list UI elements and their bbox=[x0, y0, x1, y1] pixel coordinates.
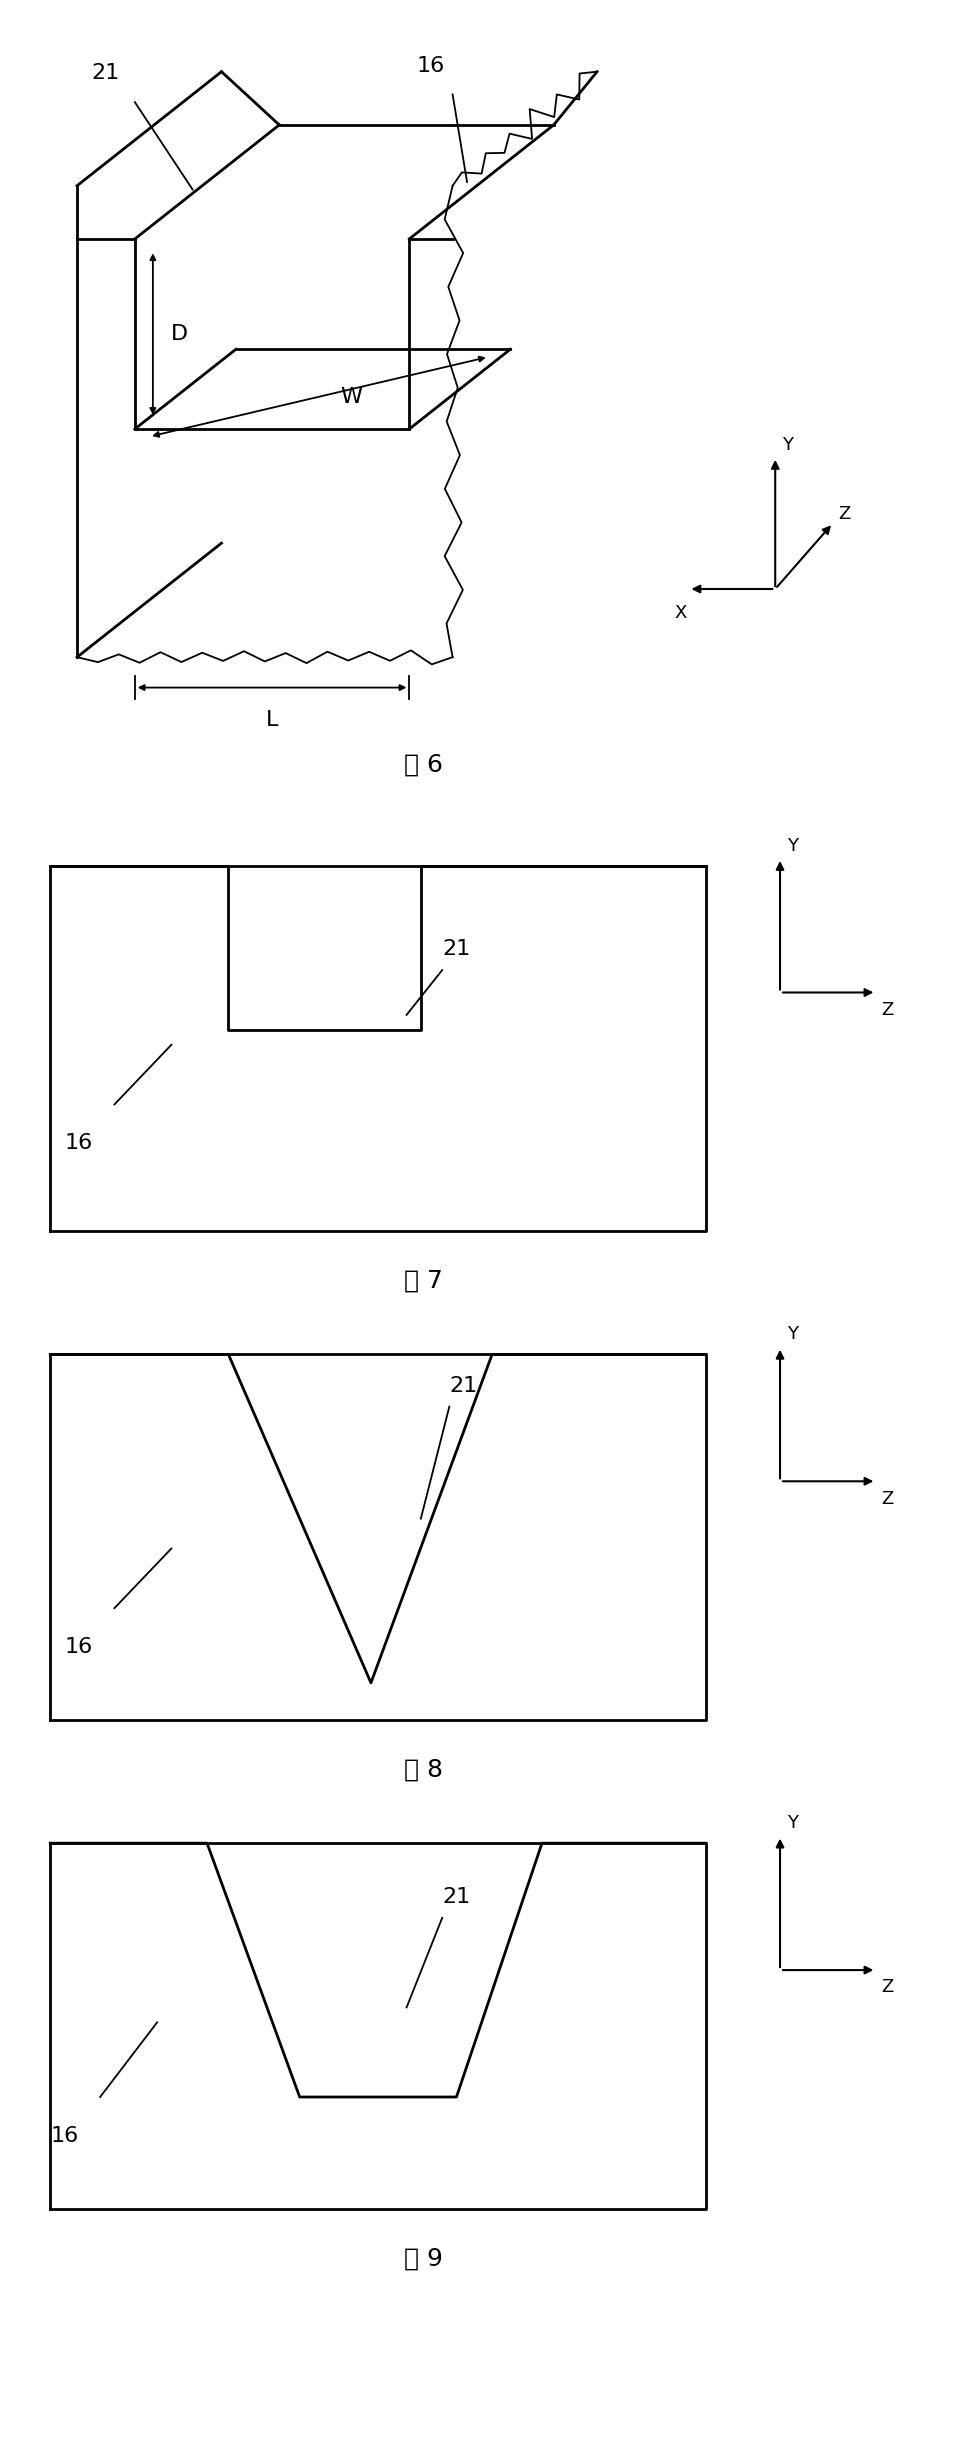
Text: 图 7: 图 7 bbox=[404, 1268, 443, 1293]
Text: Y: Y bbox=[788, 1813, 798, 1833]
Text: W: W bbox=[341, 386, 363, 406]
Text: X: X bbox=[674, 604, 687, 623]
Text: Z: Z bbox=[881, 1002, 894, 1019]
Text: L: L bbox=[266, 709, 278, 731]
Text: 21: 21 bbox=[450, 1376, 478, 1396]
Text: 图 6: 图 6 bbox=[404, 753, 443, 777]
Text: 21: 21 bbox=[91, 64, 119, 83]
Text: 16: 16 bbox=[417, 56, 445, 76]
Text: 21: 21 bbox=[442, 938, 471, 958]
Text: 16: 16 bbox=[50, 2126, 79, 2146]
Text: Y: Y bbox=[788, 1325, 798, 1344]
Text: Z: Z bbox=[881, 1980, 894, 1997]
Text: Z: Z bbox=[838, 506, 850, 523]
Text: 图 9: 图 9 bbox=[404, 2246, 443, 2270]
Text: 图 8: 图 8 bbox=[404, 1757, 443, 1782]
Text: D: D bbox=[171, 325, 188, 345]
Text: 16: 16 bbox=[65, 1134, 92, 1154]
Text: Z: Z bbox=[881, 1491, 894, 1508]
Text: 16: 16 bbox=[65, 1637, 92, 1657]
Text: 21: 21 bbox=[442, 1887, 471, 1906]
Text: Y: Y bbox=[783, 435, 794, 455]
Text: Y: Y bbox=[788, 836, 798, 855]
